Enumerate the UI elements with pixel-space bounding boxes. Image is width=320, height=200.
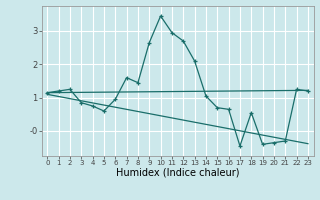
X-axis label: Humidex (Indice chaleur): Humidex (Indice chaleur) <box>116 168 239 178</box>
